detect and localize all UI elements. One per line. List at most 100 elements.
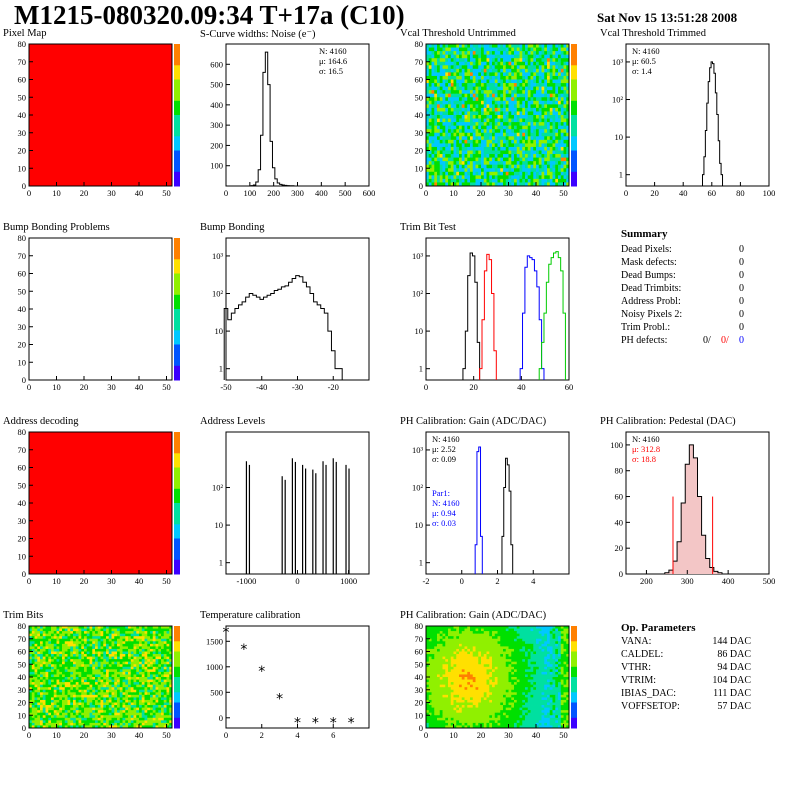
map-cell [489,44,492,48]
map-cell [429,175,432,179]
x-tick-label: 30 [107,382,116,392]
map-cell [76,669,79,672]
map-cell [473,154,476,158]
map-cell [478,639,481,642]
map-cell [114,669,117,672]
map-cell [456,129,459,133]
map-cell [558,108,561,112]
map-cell [117,692,120,695]
map-cell [528,165,531,169]
map-cell [167,674,170,677]
map-cell [500,631,503,634]
map-cell [134,672,137,675]
map-cell [437,76,440,80]
color-scale-step [174,288,180,296]
map-cell [459,48,462,52]
map-cell [54,669,57,672]
map-cell [35,687,38,690]
map-cell [73,687,76,690]
map-cell [35,705,38,708]
map-cell [498,629,501,632]
map-cell [43,646,46,649]
map-cell [528,151,531,155]
map-cell [131,634,134,637]
map-cell [158,690,161,693]
map-cell [142,718,145,721]
y-tick-label: 40 [18,304,27,314]
map-cell [525,83,528,87]
map-cell [54,629,57,632]
map-cell [109,715,112,718]
map-cell [114,646,117,649]
map-cell [454,158,457,162]
map-cell [81,713,84,716]
map-cell [473,122,476,126]
map-cell [40,680,43,683]
map-cell [156,682,159,685]
map-cell [106,687,109,690]
map-cell [437,168,440,172]
map-cell [542,101,545,105]
map-cell [522,147,525,151]
map-cell [43,713,46,716]
map-cell [522,51,525,55]
map-cell [448,111,451,115]
map-cell [40,703,43,706]
map-cell [536,69,539,73]
map-cell [147,636,150,639]
map-cell [84,685,87,688]
map-cell [51,649,54,652]
map-cell [459,76,462,80]
map-cell [161,697,164,700]
map-cell [564,161,567,165]
map-cell [68,672,71,675]
map-cell [145,672,148,675]
map-cell [539,154,542,158]
map-cell [112,710,115,713]
map-cell [528,76,531,80]
map-cell [465,154,468,158]
map-cell [492,58,495,62]
map-cell [451,76,454,80]
map-cell [536,140,539,144]
x-tick-label: 10 [52,382,61,392]
map-cell [150,685,153,688]
summary-value: 0 [739,244,744,255]
y-tick-label: 300 [210,120,223,130]
map-cell [547,147,550,151]
map-cell [65,710,68,713]
map-cell [87,641,90,644]
map-cell [57,641,60,644]
map-cell [473,175,476,179]
map-cell [528,94,531,98]
map-cell [509,55,512,59]
map-cell [448,168,451,172]
map-cell [432,72,435,76]
map-cell [536,51,539,55]
map-cell [489,94,492,98]
map-cell [561,126,564,130]
map-cell [48,705,51,708]
map-cell [145,646,148,649]
map-cell [522,87,525,91]
map-cell [68,669,71,672]
map-cell [443,636,446,639]
map-cell [98,649,101,652]
map-cell [555,179,558,183]
map-cell [440,639,443,642]
map-cell [429,55,432,59]
map-cell [150,703,153,706]
map-cell [533,115,536,119]
map-cell [470,168,473,172]
map-cell [48,695,51,698]
map-cell [456,165,459,169]
map-cell [495,97,498,101]
map-cell [489,55,492,59]
color-scale-step [571,72,577,80]
map-cell [120,708,123,711]
map-cell [539,126,542,130]
map-cell [37,715,40,718]
